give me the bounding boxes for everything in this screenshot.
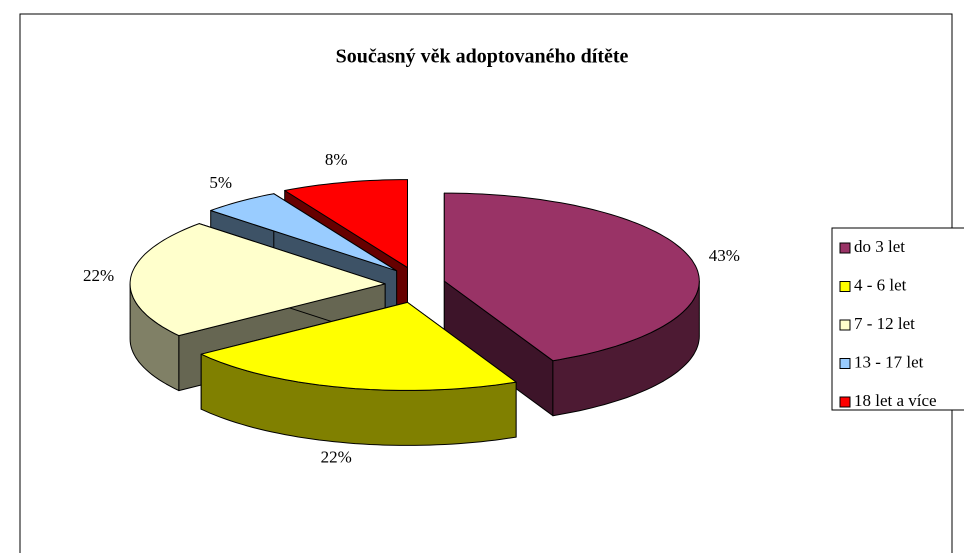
legend-label: 18 let a více <box>854 391 937 410</box>
legend-swatch <box>839 358 851 369</box>
legend-swatch <box>839 396 851 408</box>
data-label: 43% <box>709 246 740 265</box>
data-label: 5% <box>209 173 232 192</box>
legend: do 3 let 4 - 6 let 7 - 12 let 13 - 17 let 18… <box>831 227 964 411</box>
data-label: 22% <box>83 266 114 285</box>
slice <box>210 193 398 272</box>
legend-swatch <box>839 319 851 331</box>
slice <box>443 192 700 362</box>
slice <box>200 301 517 391</box>
pie: 8% 5% 43% 22% 22% <box>83 150 740 466</box>
legend-swatch <box>839 242 851 254</box>
data-label: 22% <box>321 447 352 466</box>
legend-swatch <box>839 281 851 292</box>
legend-box <box>831 227 964 411</box>
legend-label: 13 - 17 let <box>854 352 924 371</box>
chart-title: Současný věk adoptovaného dítěte <box>336 46 629 68</box>
legend-label: do 3 let <box>854 237 905 256</box>
legend-label: 7 - 12 let <box>854 314 915 333</box>
slice <box>129 223 386 337</box>
legend-label: 4 - 6 let <box>854 275 907 294</box>
data-label: 8% <box>325 150 348 169</box>
slice <box>284 179 408 269</box>
